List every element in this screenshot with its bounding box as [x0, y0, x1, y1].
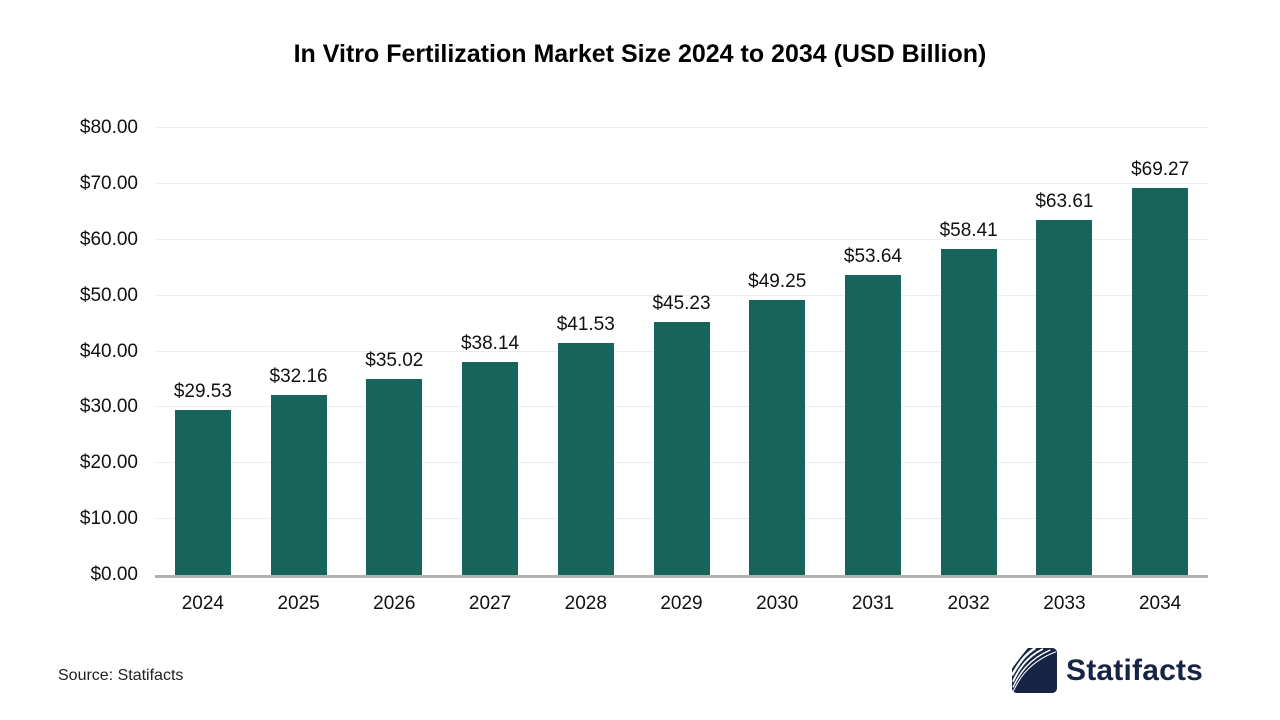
bar-value-label: $41.53: [556, 313, 615, 335]
bar-2029: [653, 322, 710, 575]
y-tick-label: $70.00: [79, 172, 138, 194]
bar-2033: [1036, 219, 1093, 575]
x-tick-label: 2024: [181, 593, 224, 614]
y-tick-label: $30.00: [79, 396, 138, 418]
bar-2030: [749, 299, 806, 575]
logo-text: Statifacts: [1066, 654, 1204, 687]
y-tick-label: $80.00: [79, 117, 138, 138]
plot-area: $29.53 $32.16 $35.02 $38.14 $41.53 $45.23 $49.…: [155, 127, 1208, 575]
x-tick-label: 2032: [947, 593, 990, 614]
source-text: Source: Statifacts: [58, 667, 184, 684]
bar-2031: [844, 275, 901, 575]
bar-value-label: $63.61: [1035, 190, 1094, 212]
y-tick-label: $40.00: [79, 340, 138, 362]
x-tick-label: 2025: [277, 593, 320, 614]
x-tick-label: 2034: [1138, 593, 1182, 614]
gridline-70: [155, 182, 1208, 184]
gridline-60: [155, 238, 1208, 240]
bar-2026: [366, 379, 423, 575]
bar-value-label: $58.41: [939, 219, 998, 241]
bar-2025: [270, 395, 327, 575]
y-tick-label: $10.00: [79, 508, 138, 530]
y-tick-label: $50.00: [79, 284, 138, 306]
bar-value-label: $45.23: [652, 293, 711, 315]
bar-2034: [1132, 187, 1189, 575]
x-tick-label: 2030: [756, 593, 799, 614]
y-tick-label: $60.00: [79, 228, 138, 250]
chart-title: In Vitro Fertilization Market Size 2024 …: [293, 40, 987, 68]
bar-value-label: $35.02: [365, 350, 424, 372]
bar-value-label: $49.25: [748, 270, 807, 292]
statifacts-logo: Statifacts: [1012, 648, 1203, 693]
statifacts-waves-icon: [1012, 648, 1057, 693]
x-tick-label: 2028: [564, 593, 607, 614]
gridline-80: [155, 127, 1208, 128]
bar-value-label: $69.27: [1131, 158, 1190, 180]
y-tick-label: $20.00: [79, 452, 138, 474]
bar-2032: [940, 248, 997, 575]
bar-value-label: $32.16: [269, 366, 328, 388]
x-tick-label: 2031: [851, 593, 895, 614]
gridline-50: [155, 294, 1208, 296]
x-tick-label: 2026: [373, 593, 416, 614]
y-tick-label: $0.00: [90, 564, 138, 585]
bar-value-label: $38.14: [460, 332, 520, 354]
bar-2027: [462, 361, 519, 575]
x-tick-label: 2029: [660, 593, 703, 614]
x-tick-label: 2033: [1043, 593, 1086, 614]
x-axis-line: [155, 575, 1208, 578]
x-tick-label: 2027: [468, 593, 512, 614]
bar-value-label: $53.64: [843, 246, 903, 268]
bar-2028: [557, 342, 614, 575]
bar-value-label: $29.53: [173, 381, 232, 403]
bar-2024: [174, 410, 231, 575]
